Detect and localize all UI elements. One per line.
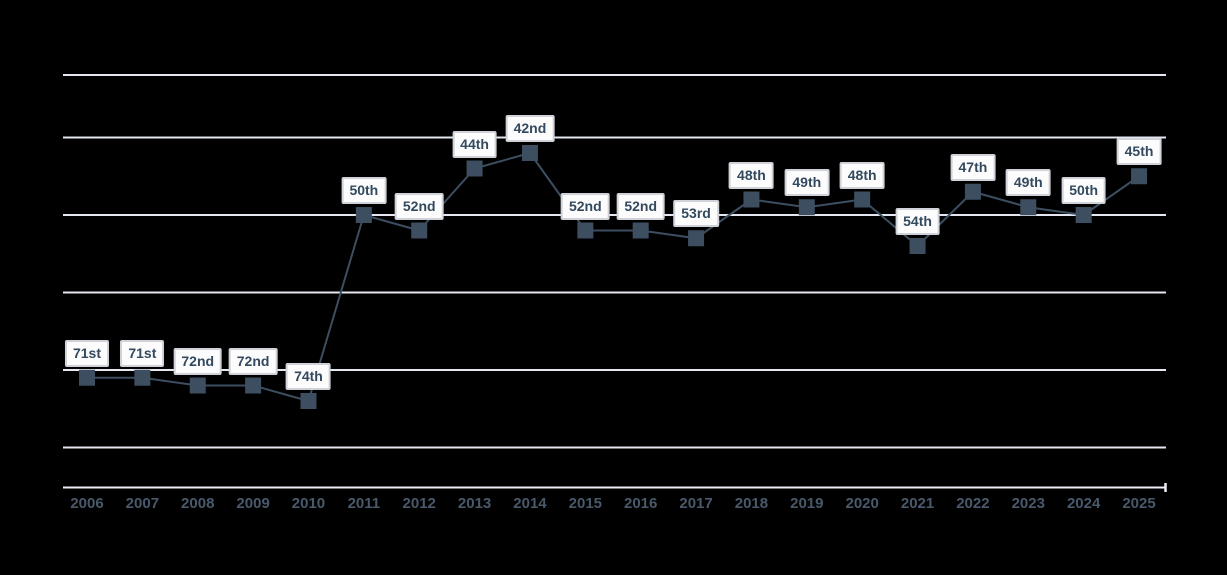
data-point-label: 44th [452, 130, 497, 158]
data-point-marker[interactable] [189, 377, 206, 394]
data-point-marker[interactable] [854, 191, 871, 208]
data-point-marker[interactable] [909, 238, 926, 254]
x-axis-label: 2013 [457, 495, 492, 512]
x-axis-label: 2024 [1066, 495, 1101, 512]
x-axis-label: 2009 [236, 495, 270, 512]
data-point-label: 52nd [394, 192, 444, 220]
data-point-marker[interactable] [1075, 207, 1092, 223]
data-point-label: 42nd [505, 115, 555, 142]
x-axis-label: 2022 [956, 495, 990, 512]
data-point-label: 48th [839, 161, 885, 189]
x-axis-label: 2020 [845, 495, 879, 512]
data-point-label: 48th [729, 161, 774, 189]
data-point-label: 74th [286, 363, 331, 390]
series-line [87, 152, 1140, 402]
x-axis-label: 2007 [125, 495, 160, 512]
x-axis-label: 2010 [291, 495, 326, 512]
x-axis-label: 2014 [513, 495, 547, 512]
x-axis-label: 2006 [70, 495, 104, 512]
data-point-marker[interactable] [1131, 168, 1148, 185]
data-point-label: 72nd [228, 347, 278, 375]
data-point-marker[interactable] [79, 369, 95, 386]
data-point-label: 50th [1061, 177, 1107, 204]
data-point-label: 47th [950, 153, 996, 181]
x-axis-label: 2016 [624, 495, 658, 512]
data-point-marker[interactable] [632, 222, 649, 239]
x-axis-label: 2008 [181, 495, 215, 512]
data-point-marker[interactable] [798, 199, 815, 216]
x-axis-label: 2021 [900, 495, 935, 512]
data-point-label: 53rd [673, 200, 719, 228]
data-point-marker[interactable] [466, 160, 483, 177]
data-point-label: 45th [1116, 138, 1162, 166]
data-point-label: 52nd [616, 192, 666, 220]
data-point-marker[interactable] [521, 145, 538, 161]
x-axis-label: 2018 [734, 495, 769, 512]
x-axis-label: 2025 [1122, 495, 1156, 512]
data-point-label: 54th [895, 208, 940, 235]
data-point-marker[interactable] [1020, 199, 1037, 216]
data-point-marker[interactable] [577, 222, 594, 239]
x-axis-label: 2023 [1011, 495, 1045, 512]
data-point-marker[interactable] [743, 191, 760, 208]
x-axis-label: 2019 [790, 495, 824, 512]
data-point-label: 71st [120, 339, 165, 367]
data-point-label: 52nd [560, 192, 610, 220]
data-point-marker[interactable] [134, 369, 151, 386]
data-point-label: 50th [341, 177, 387, 204]
data-point-label: 72nd [173, 347, 223, 375]
x-axis-label: 2012 [402, 495, 436, 512]
data-point-marker[interactable] [245, 377, 262, 394]
data-point-label: 71st [64, 339, 110, 367]
data-point-marker[interactable] [964, 183, 981, 200]
data-point-marker[interactable] [411, 222, 428, 239]
data-point-marker[interactable] [355, 207, 372, 223]
data-point-marker[interactable] [688, 230, 705, 247]
x-axis-label: 2017 [679, 495, 713, 512]
x-axis-label: 2011 [347, 495, 381, 512]
data-point-marker[interactable] [300, 393, 317, 409]
data-point-label: 49th [1005, 169, 1051, 197]
x-axis-label: 2015 [568, 495, 603, 512]
data-point-label: 49th [784, 169, 830, 197]
